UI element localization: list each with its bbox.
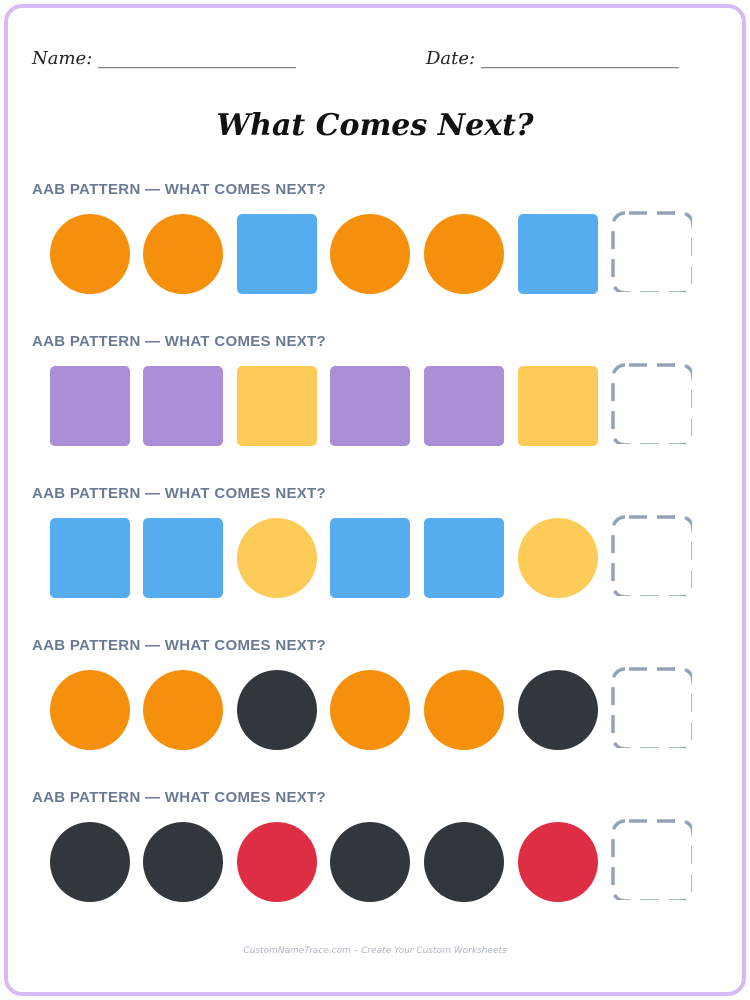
row-5-black-circle-2 xyxy=(143,822,223,902)
date-field: Date: ______________________ xyxy=(426,48,679,69)
row-4-label: AAB PATTERN — WHAT COMES NEXT? xyxy=(32,637,326,654)
row-3-blue-square-2 xyxy=(143,518,223,598)
footer-credit: CustomNameTrace.com – Create Your Custom… xyxy=(243,946,507,956)
row-3-blue-square-4 xyxy=(330,518,410,598)
row-5-black-circle-1 xyxy=(50,822,130,902)
row-2-yellow-square-3 xyxy=(237,366,317,446)
row-5-red-circle-6 xyxy=(518,822,598,902)
row-4-orange-circle-4 xyxy=(330,670,410,750)
row-2-purple-square-5 xyxy=(424,366,504,446)
row-2-purple-square-1 xyxy=(50,366,130,446)
row-1-orange-circle-1 xyxy=(50,214,130,294)
row-3-blue-square-1 xyxy=(50,518,130,598)
row-5-label: AAB PATTERN — WHAT COMES NEXT? xyxy=(32,789,326,806)
row-3-yellow-circle-3 xyxy=(237,518,317,598)
row-1-orange-circle-5 xyxy=(424,214,504,294)
row-1-orange-circle-4 xyxy=(330,214,410,294)
row-5-black-circle-5 xyxy=(424,822,504,902)
row-5-answer-box[interactable] xyxy=(610,818,692,900)
row-1-blue-square-6 xyxy=(518,214,598,294)
row-5-black-circle-4 xyxy=(330,822,410,902)
row-1-answer-box[interactable] xyxy=(610,210,692,292)
page-title: What Comes Next? xyxy=(216,108,534,143)
row-2-answer-box[interactable] xyxy=(610,362,692,444)
row-1-orange-circle-2 xyxy=(143,214,223,294)
row-2-purple-square-4 xyxy=(330,366,410,446)
row-3-label: AAB PATTERN — WHAT COMES NEXT? xyxy=(32,485,326,502)
row-3-yellow-circle-6 xyxy=(518,518,598,598)
row-4-orange-circle-1 xyxy=(50,670,130,750)
row-4-orange-circle-2 xyxy=(143,670,223,750)
name-field: Name: ______________________ xyxy=(32,48,296,69)
row-4-black-circle-6 xyxy=(518,670,598,750)
row-4-orange-circle-5 xyxy=(424,670,504,750)
row-1-label: AAB PATTERN — WHAT COMES NEXT? xyxy=(32,181,326,198)
row-2-label: AAB PATTERN — WHAT COMES NEXT? xyxy=(32,333,326,350)
row-4-answer-box[interactable] xyxy=(610,666,692,748)
row-3-answer-box[interactable] xyxy=(610,514,692,596)
row-3-blue-square-5 xyxy=(424,518,504,598)
row-5-red-circle-3 xyxy=(237,822,317,902)
row-2-yellow-square-6 xyxy=(518,366,598,446)
row-2-purple-square-2 xyxy=(143,366,223,446)
row-1-blue-square-3 xyxy=(237,214,317,294)
row-4-black-circle-3 xyxy=(237,670,317,750)
